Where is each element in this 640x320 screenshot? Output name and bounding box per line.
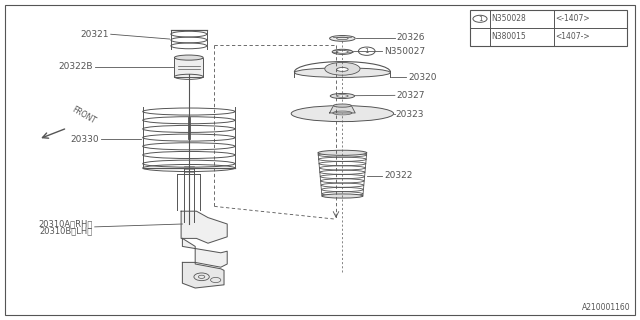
Bar [174, 58, 203, 77]
Text: 20330: 20330 [70, 135, 99, 144]
Ellipse shape [322, 194, 363, 198]
Ellipse shape [337, 51, 348, 53]
Ellipse shape [174, 55, 204, 60]
Polygon shape [330, 106, 355, 113]
Ellipse shape [332, 49, 353, 54]
Text: N380015: N380015 [492, 32, 526, 41]
Circle shape [358, 47, 375, 55]
Text: <-1407>: <-1407> [556, 13, 590, 23]
Text: 20310B〈LH〉: 20310B〈LH〉 [40, 226, 93, 235]
Ellipse shape [318, 150, 367, 156]
Bar [470, 10, 627, 46]
Ellipse shape [291, 106, 394, 122]
Polygon shape [182, 262, 224, 288]
Ellipse shape [325, 62, 360, 75]
Ellipse shape [294, 68, 390, 77]
Text: 1: 1 [477, 16, 483, 22]
Text: N350028: N350028 [492, 13, 526, 23]
Polygon shape [182, 238, 227, 267]
Text: 20321: 20321 [80, 30, 109, 39]
Text: 20322B: 20322B [58, 62, 93, 71]
Ellipse shape [337, 95, 348, 97]
Text: 20322: 20322 [384, 172, 412, 180]
Polygon shape [181, 211, 227, 243]
Text: N350027: N350027 [384, 47, 425, 56]
Text: 20327: 20327 [397, 91, 426, 100]
Text: 20323: 20323 [396, 110, 424, 119]
Text: 20326: 20326 [397, 33, 426, 42]
Ellipse shape [337, 68, 348, 71]
Text: 20310A〈RH〉: 20310A〈RH〉 [38, 219, 93, 228]
Text: 1: 1 [364, 48, 369, 54]
Ellipse shape [333, 104, 351, 107]
Ellipse shape [330, 36, 355, 41]
Text: 20320: 20320 [408, 73, 437, 82]
Text: <1407->: <1407-> [556, 32, 590, 41]
Ellipse shape [330, 93, 355, 99]
Text: FRONT: FRONT [70, 105, 97, 125]
Text: A210001160: A210001160 [582, 303, 630, 312]
